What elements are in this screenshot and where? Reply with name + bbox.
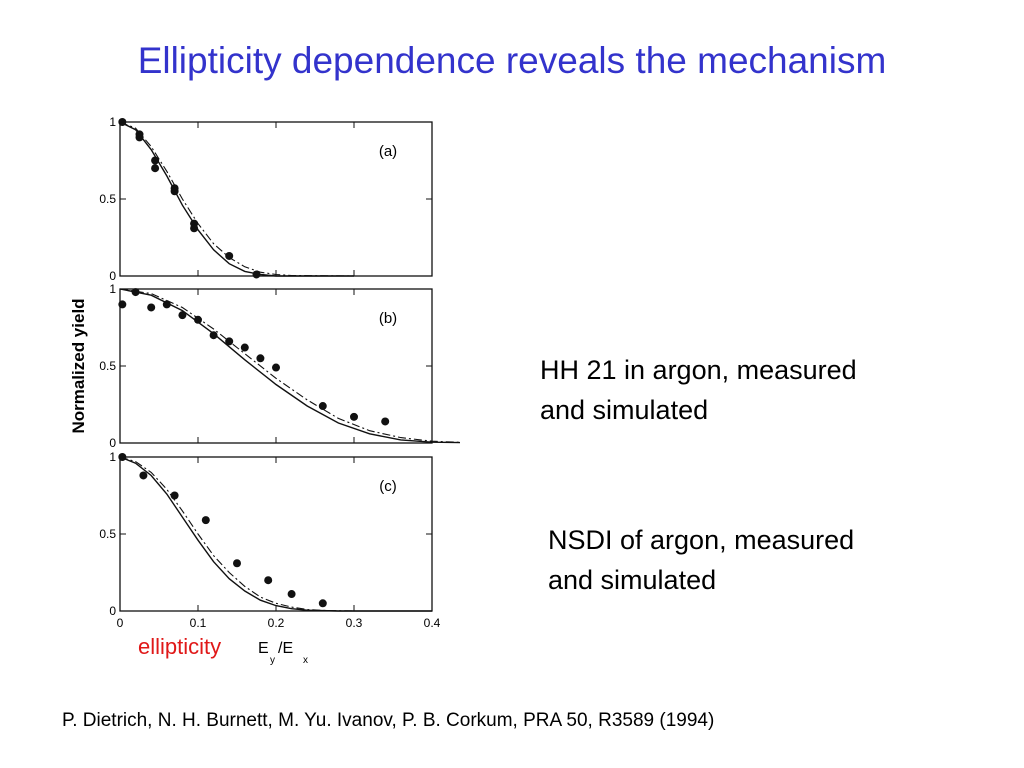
panel-b-measured-point [350,412,358,421]
panel-b-measured-point [318,402,327,411]
nsdi-note: NSDI of argon, measured and simulated [548,520,854,600]
panel-c-measured-point [118,453,127,461]
ellipticity-label: ellipticity [138,634,222,659]
panel-c-measured-point [318,599,327,608]
panel-a-simulated-solid-line [119,121,354,277]
panel-b-measured-point [272,363,280,372]
panel-b-measured-point [225,337,234,346]
panel-b-measured-point [240,343,249,352]
panel-b-measured-point [209,331,218,340]
yield-figure: 0 0.5 1 (a) 0 0.5 1 (b) 0 0.5 1 (c) 0 0.1 0.2 0.3 0.4 Nor… [69,115,460,666]
panel-b-measured-point [147,303,156,312]
x-axis-label-e: E [258,640,269,657]
panel-a-y-tick-label: 1 [109,115,116,129]
panel-c-simulated-dashdot-line [119,456,432,612]
panel-b-measured-point [178,311,187,320]
panel-b-measured-point [256,354,265,363]
panel-b-measured-point [131,288,140,297]
panel-b-y-tick-label: 0 [109,436,116,450]
panel-a-simulated-dashdot-line [119,121,355,277]
panel-b-label: (b) [379,310,397,327]
panel-a-measured-point [118,118,127,126]
x-tick-label: 0.4 [424,616,441,630]
panel-c-label: (c) [379,478,397,495]
panel-c-y-tick-label: 0 [109,604,116,618]
x-axis-label-div: /E [278,640,293,657]
nsdi-note-line2: and simulated [548,565,717,595]
panel-a-measured-point [190,224,199,233]
panel-a-measured-point [170,187,179,196]
hh-note-line1: HH 21 in argon, measured [540,355,857,385]
hh-note-line2: and simulated [540,395,709,425]
panel-b-measured-point [118,300,127,309]
panel-b-simulated-solid-line [119,288,460,444]
panel-a-y-tick-label: 0.5 [99,192,116,206]
nsdi-note-line1: NSDI of argon, measured [548,525,855,555]
panel-c-measured-point [287,590,296,599]
x-tick-label: 0.2 [268,616,285,630]
y-axis-title: Normalized yield [69,298,88,433]
panel-a-measured-point [252,270,261,279]
panel-a-label: (a) [379,143,397,160]
panel-a-y-tick-label: 0 [109,269,116,283]
panel-b-measured-point [381,417,390,426]
x-tick-label: 0.1 [190,616,207,630]
panel-a-measured-point [225,251,234,260]
panel-a-measured-point [135,133,144,142]
hh-note: HH 21 in argon, measured and simulated [540,350,857,430]
slide-title: Ellipticity dependence reveals the mecha… [137,40,887,81]
x-axis-label-sub-x: x [303,655,308,666]
citation: P. Dietrich, N. H. Burnett, M. Yu. Ivano… [62,710,715,731]
panel-c-y-tick-label: 1 [109,450,116,464]
panel-b-y-tick-label: 0.5 [99,359,116,373]
panel-c-measured-point [139,471,148,480]
panel-b-measured-point [194,315,202,324]
panel-b-measured-point [162,300,171,309]
panel-c-measured-point [170,491,179,500]
panel-a-measured-point [151,156,160,165]
panel-c-measured-point [264,576,273,585]
panel-c-measured-point [201,516,210,525]
panel-a-measured-point [151,164,160,173]
panel-c-simulated-solid-line [119,456,432,612]
panel-c-y-tick-label: 0.5 [99,527,116,541]
x-tick-label: 0.3 [346,616,363,630]
x-tick-label: 0 [117,616,124,630]
panel-c-measured-point [233,559,241,568]
panel-b-y-tick-label: 1 [109,282,116,296]
x-axis-label-sub-y: y [270,655,275,666]
panel-b-simulated-dashdot-line [119,288,460,443]
